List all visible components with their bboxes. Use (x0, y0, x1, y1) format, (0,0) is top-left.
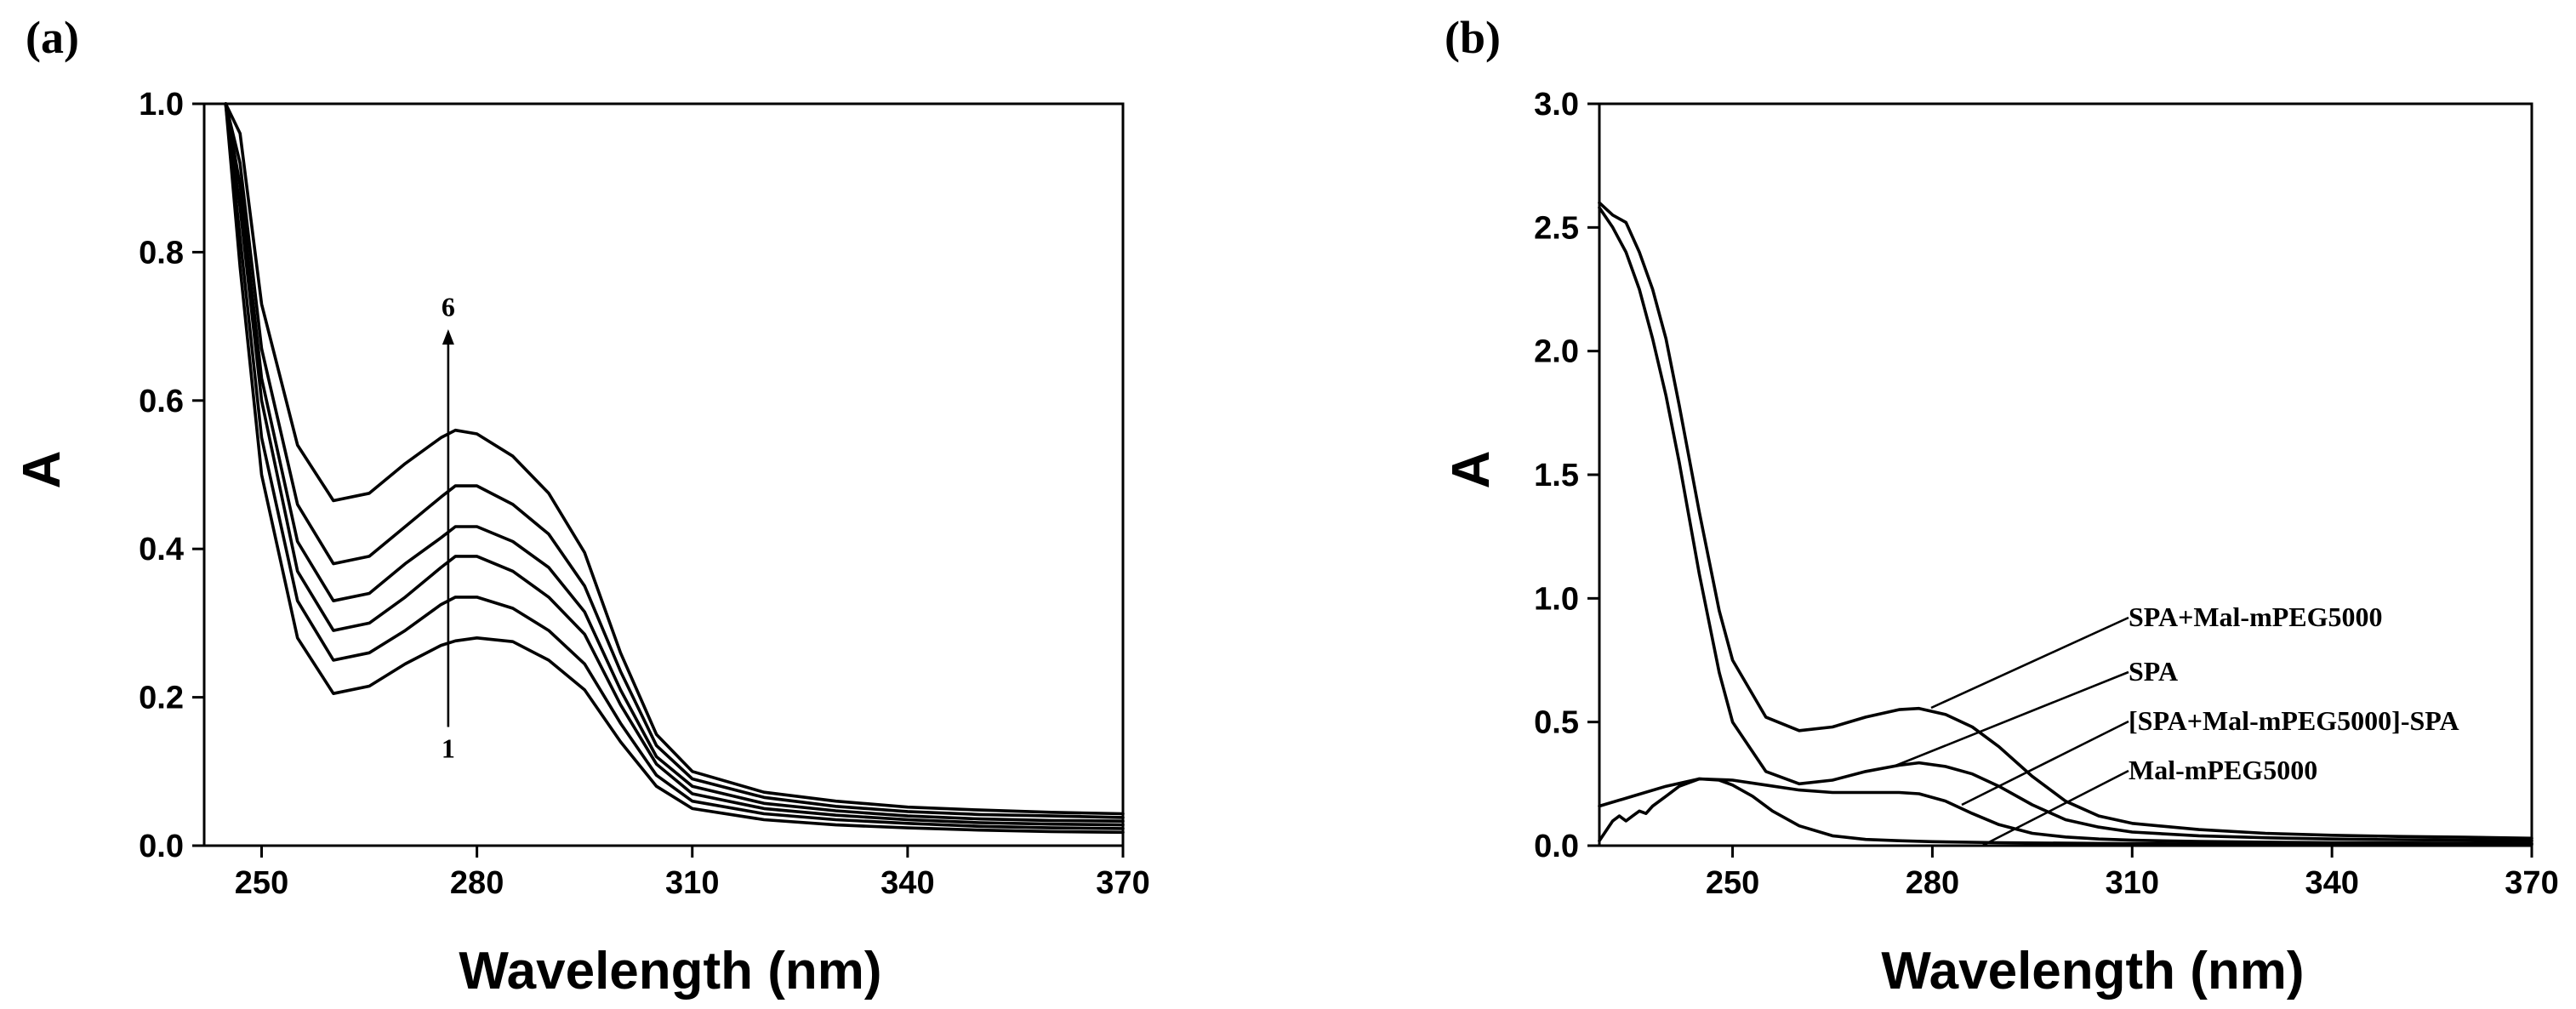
panel-a-curves (224, 102, 1125, 835)
panel-b-curve-spa-mal-mpeg5000 (1598, 201, 2533, 841)
panel-a-x-tick-label-340: 340 (881, 865, 934, 901)
leader-line-spa-mal-mpeg5000-minus-spa (1961, 720, 2129, 807)
panel-b-x-tick-label-250: 250 (1706, 865, 1759, 901)
label-spa: SPA (2129, 656, 2178, 687)
leader-line-mal-mpeg5000 (1981, 769, 2129, 847)
panel-b-y-tick-label-2-0: 2.0 (1534, 334, 1579, 370)
panel-b-x-tick-label-280: 280 (1906, 865, 1959, 901)
panel-a-y-tick-label-1-0: 1.0 (139, 87, 184, 123)
panel-a-chart: (a) A Wavelength (nm) 250 280 310 340 370 0.0… (13, 12, 1150, 1000)
panel-a-y-tick-label-0-0: 0.0 (139, 829, 184, 864)
panel-a-x-tick-label-280: 280 (450, 865, 504, 901)
panel-b-plot-frame (1598, 102, 2533, 847)
panel-b-x-axis-title: Wavelength (nm) (1881, 942, 2304, 1000)
panel-b-callout-labels: SPA+Mal-mPEG5000 SPA [SPA+Mal-mPEG5000]-… (1895, 601, 2459, 847)
panel-a-curve-6 (224, 102, 1125, 816)
leader-line-spa-mal-mpeg5000 (1930, 616, 2129, 710)
label-spa-mal-mpeg5000: SPA+Mal-mPEG5000 (2129, 601, 2383, 632)
panel-a-arrow-start-label: 1 (442, 733, 455, 763)
panel-a-x-tick-label-250: 250 (235, 865, 288, 901)
panel-a-x-tick-label-370: 370 (1096, 865, 1149, 901)
panel-b-y-tick-label-1-5: 1.5 (1534, 458, 1579, 493)
panel-b-ticks: 250 280 310 340 370 0.0 0.5 1.0 1.5 2.0 2.5 3.0 (1534, 87, 2559, 901)
label-spa-mal-mpeg5000-minus-spa: [SPA+Mal-mPEG5000]-SPA (2129, 705, 2459, 736)
panel-a-y-axis-title: A (13, 451, 71, 489)
panel-a-arrow-end-label: 6 (442, 292, 455, 322)
panel-b-y-tick-label-3-0: 3.0 (1534, 87, 1579, 123)
label-mal-mpeg5000: Mal-mPEG5000 (2129, 755, 2317, 785)
panel-a-ticks: 250 280 310 340 370 0.0 0.2 0.4 0.6 0.8 1.0 (139, 87, 1150, 901)
panel-b-x-tick-label-340: 340 (2305, 865, 2358, 901)
panel-b-chart: (b) A Wavelength (nm) 250 280 310 340 370 0.0… (1442, 12, 2559, 1000)
panel-b-label: (b) (1445, 12, 1501, 63)
panel-b-x-tick-label-310: 310 (2106, 865, 2159, 901)
panel-b-curve-spa-mal-mpeg5000-spa (1598, 777, 2533, 846)
panel-a-plot-frame (202, 102, 1125, 847)
panel-a-y-tick-label-0-2: 0.2 (139, 681, 184, 716)
panel-b-curves (1598, 201, 2533, 847)
panel-a-x-axis-title: Wavelength (nm) (459, 942, 881, 1000)
panel-a-curve-1 (224, 102, 1125, 835)
panel-a-label: (a) (26, 12, 79, 63)
panel-a-arrow-head (442, 329, 454, 345)
panel-b-y-tick-label-1-0: 1.0 (1534, 581, 1579, 617)
panel-b-curve-mal-mpeg5000 (1598, 777, 2533, 847)
panel-a-y-tick-label-0-4: 0.4 (139, 532, 184, 567)
panel-b-y-tick-label-0-0: 0.0 (1534, 829, 1579, 864)
panel-a-x-tick-label-310: 310 (665, 865, 719, 901)
panel-a-curve-2 (224, 102, 1125, 830)
panel-a-y-tick-label-0-6: 0.6 (139, 384, 184, 419)
panel-a-curve-5 (224, 102, 1125, 819)
panel-b-y-tick-label-2-5: 2.5 (1534, 210, 1579, 246)
leader-line-spa (1895, 670, 2129, 767)
panel-a-y-tick-label-0-8: 0.8 (139, 235, 184, 271)
panel-a-curve-4 (224, 102, 1125, 823)
panel-b-y-axis-title: A (1442, 451, 1501, 489)
panel-b-y-tick-label-0-5: 0.5 (1534, 705, 1579, 741)
panel-b-x-tick-label-370: 370 (2505, 865, 2558, 901)
panel-a-arrow-annotation: 6 1 (442, 292, 455, 764)
panel-a-curve-3 (224, 102, 1125, 827)
panel-b-curve-spa (1598, 206, 2533, 842)
